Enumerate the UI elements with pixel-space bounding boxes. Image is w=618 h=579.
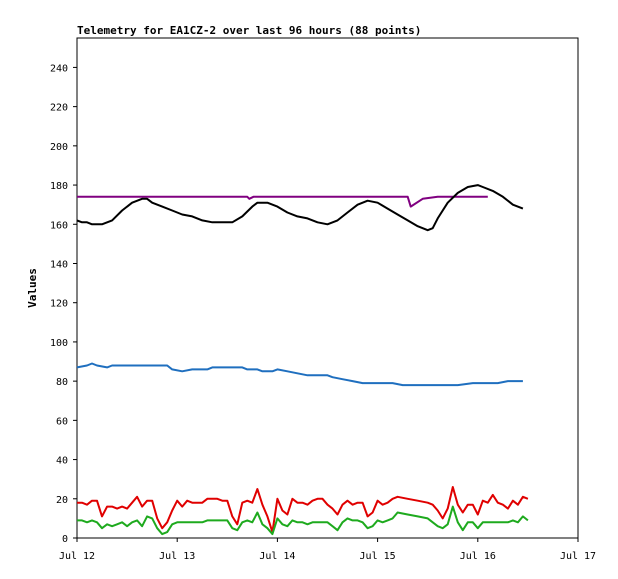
x-tick-label: Jul 12 <box>59 551 95 562</box>
y-tick-label: 140 <box>50 259 68 270</box>
y-axis: 0 20 40 60 80 100 120 140 160 180 200 220 240 <box>50 63 77 545</box>
series-line-1 <box>77 195 488 208</box>
y-tick-label: 180 <box>50 181 68 192</box>
x-tick-label: Jul 13 <box>159 551 195 562</box>
series-layer <box>76 184 529 536</box>
y-axis-label: Values <box>26 268 39 308</box>
x-tick-label: Jul 17 <box>560 551 596 562</box>
x-tick-label: Jul 15 <box>360 551 396 562</box>
y-tick-label: 60 <box>56 416 68 427</box>
x-axis: Jul 12 Jul 13 Jul 14 Jul 15 Jul 16 Jul 17 <box>59 538 596 562</box>
y-tick-label: 40 <box>56 456 68 467</box>
y-tick-label: 80 <box>56 377 68 388</box>
y-tick-label: 220 <box>50 103 68 114</box>
y-tick-label: 160 <box>50 220 68 231</box>
series-line-3 <box>76 362 523 387</box>
y-tick-label: 0 <box>62 534 68 545</box>
plot-frame <box>76 37 579 539</box>
x-tick-label: Jul 16 <box>460 551 496 562</box>
series-line-2 <box>76 184 524 232</box>
y-tick-label: 120 <box>50 299 68 310</box>
series-line-4 <box>77 486 529 534</box>
x-tick-label: Jul 14 <box>259 551 295 562</box>
chart-title: Telemetry for EA1CZ-2 over last 96 hours… <box>77 24 421 37</box>
y-tick-label: 200 <box>50 142 68 153</box>
y-tick-label: 20 <box>56 495 68 506</box>
y-tick-label: 240 <box>50 63 68 74</box>
series-line-5 <box>77 505 529 536</box>
y-tick-label: 100 <box>50 338 68 349</box>
